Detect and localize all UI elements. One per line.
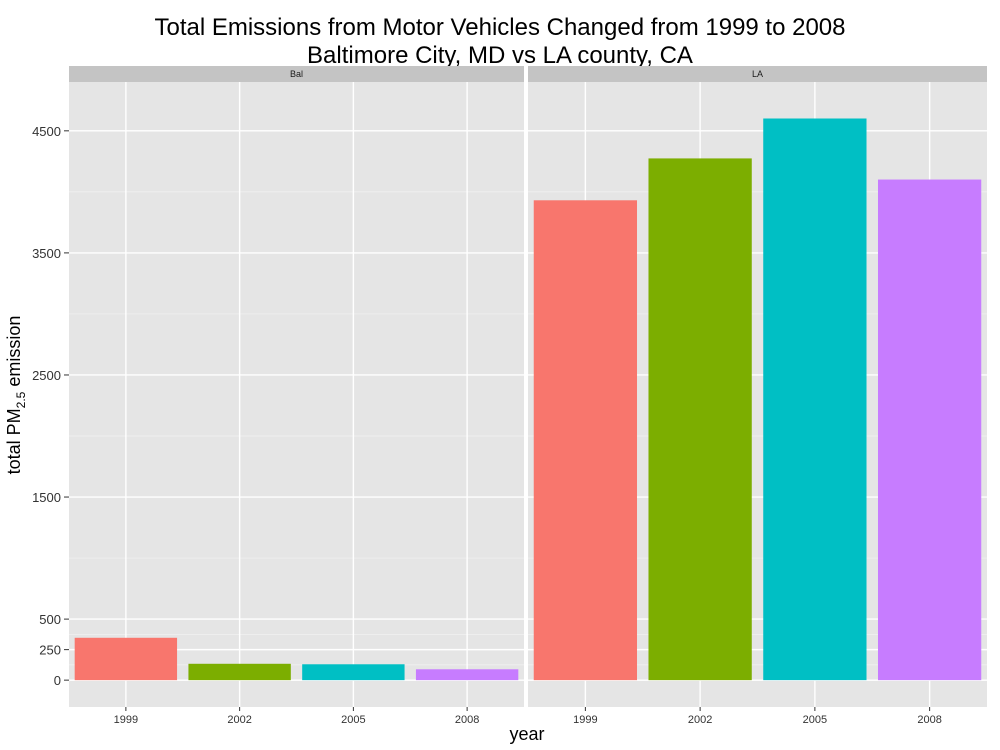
bar-bal-2008: [415, 669, 519, 681]
bar-la-1999: [533, 200, 638, 681]
x-tick-label: 1999: [573, 714, 597, 726]
x-axis-label: year: [509, 724, 545, 744]
bar-bal-2005: [302, 664, 405, 681]
bar-la-2002: [648, 158, 752, 681]
y-tick-label: 1500: [32, 490, 61, 505]
y-tick-label: 4500: [32, 124, 61, 139]
panel-background: [69, 82, 524, 707]
panel-strip: [69, 66, 524, 82]
x-tick-label: 2005: [341, 714, 365, 726]
y-tick-label: 3500: [32, 246, 61, 261]
bar-bal-2002: [188, 663, 291, 681]
bar-bal-1999: [74, 637, 178, 681]
x-tick-label: 2008: [917, 714, 941, 726]
chart-title-line-1: Total Emissions from Motor Vehicles Chan…: [154, 14, 846, 41]
panel-strip: [528, 66, 987, 82]
x-tick-label: 2005: [803, 714, 827, 726]
x-tick-label: 1999: [114, 714, 138, 726]
y-tick-label: 2500: [32, 368, 61, 383]
panel-strip-label: LA: [752, 69, 763, 79]
y-tick-label: 250: [39, 643, 61, 658]
x-tick-label: 2002: [688, 714, 712, 726]
panel-strip-label: Bal: [290, 69, 303, 79]
y-tick-label: 0: [54, 673, 61, 688]
y-tick-label: 500: [39, 612, 61, 627]
x-tick-label: 2002: [227, 714, 251, 726]
chart-title-line-2: Baltimore City, MD vs LA county, CA: [307, 42, 693, 69]
x-tick-label: 2008: [455, 714, 479, 726]
bar-la-2008: [877, 179, 982, 681]
bar-la-2005: [763, 118, 867, 681]
